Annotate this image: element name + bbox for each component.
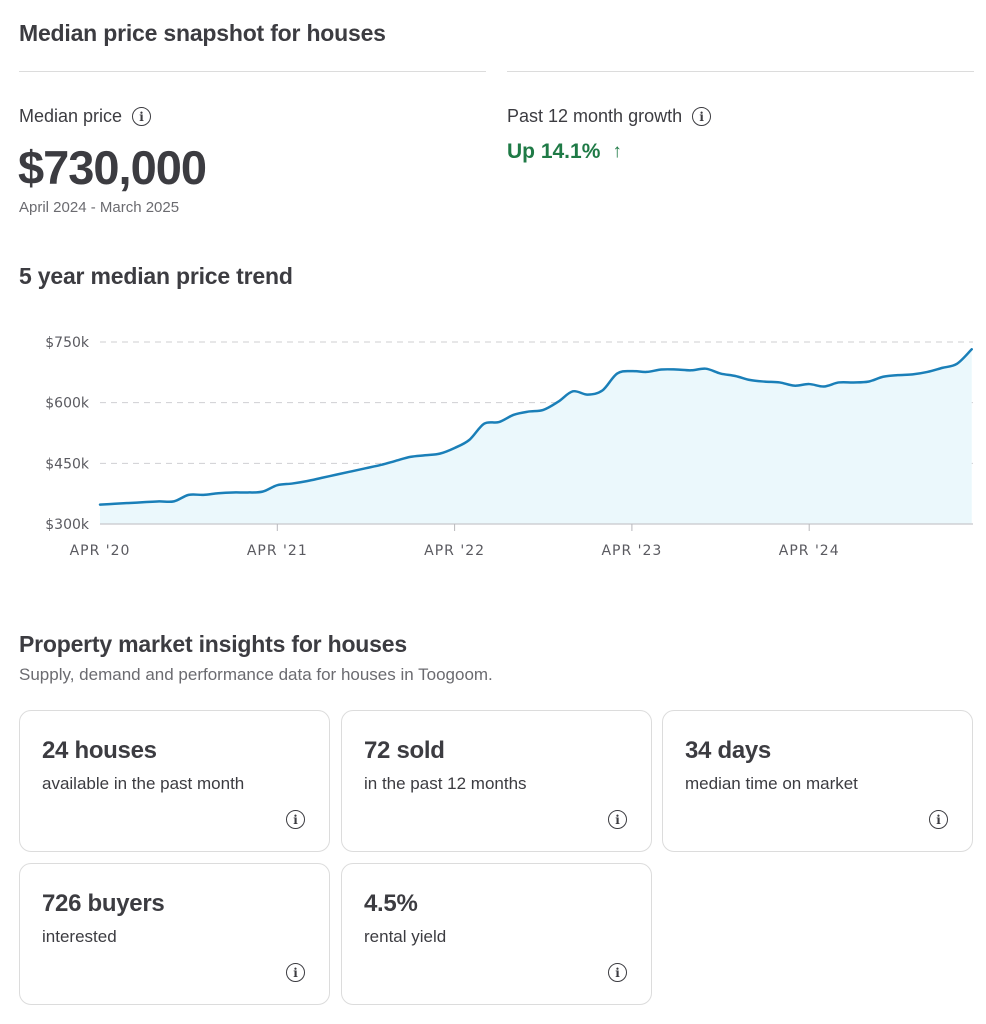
insight-desc: median time on market <box>685 774 858 793</box>
growth-label-row: Past 12 month growth i <box>507 106 712 127</box>
chart-x-tick-label: APR '22 <box>424 543 485 559</box>
chart-x-axis: APR '20 APR '21 APR '22 APR '23 APR '24 <box>70 524 840 559</box>
insight-card-sold: 72 sold in the past 12 months i <box>341 710 652 852</box>
info-icon[interactable]: i <box>929 810 948 829</box>
insights-title: Property market insights for houses <box>19 631 407 657</box>
insight-desc: interested <box>42 927 117 946</box>
median-price-label-row: Median price i <box>19 106 152 127</box>
chart-x-tick-label: APR '21 <box>247 543 308 559</box>
insight-card-buyers: 726 buyers interested i <box>19 863 330 1005</box>
median-price-value: $730,000 <box>18 141 207 194</box>
info-icon[interactable]: i <box>286 810 305 829</box>
median-price-label: Median price <box>19 106 123 126</box>
insight-value: 24 houses <box>42 737 157 764</box>
divider-left <box>19 71 486 72</box>
chart-x-tick-label: APR '24 <box>779 543 840 559</box>
insight-value: 34 days <box>685 737 771 764</box>
growth-value: Up 14.1% <box>507 140 601 163</box>
growth-label: Past 12 month growth <box>507 106 683 126</box>
insight-desc: available in the past month <box>42 774 245 793</box>
growth-value-row: Up 14.1% ↑ <box>507 140 622 164</box>
insight-value: 726 buyers <box>42 890 165 917</box>
insights-subtitle: Supply, demand and performance data for … <box>19 665 493 684</box>
chart-x-tick-label: APR '23 <box>601 543 662 559</box>
chart-y-axis: $750k $600k $450k $300k <box>45 335 90 533</box>
insight-desc: rental yield <box>364 927 447 946</box>
insight-value: 4.5% <box>364 890 418 917</box>
insight-card-yield: 4.5% rental yield i <box>341 863 652 1005</box>
chart-y-tick-label: $300k <box>45 517 90 533</box>
chart-series-line <box>98 348 973 506</box>
trend-title: 5 year median price trend <box>19 263 293 289</box>
info-icon[interactable]: i <box>692 107 712 126</box>
info-icon[interactable]: i <box>286 963 305 982</box>
median-price-period: April 2024 - March 2025 <box>19 199 180 216</box>
info-icon[interactable]: i <box>608 810 627 829</box>
info-icon[interactable]: i <box>132 107 152 126</box>
insight-desc: in the past 12 months <box>364 774 527 793</box>
chart-y-tick-label: $450k <box>45 456 90 472</box>
chart-y-tick-label: $750k <box>45 335 90 351</box>
price-trend-chart[interactable]: $750k$600k$450k$300k APR '20 APR '21 APR '… <box>0 320 986 570</box>
snapshot-title: Median price snapshot for houses <box>19 20 386 46</box>
chart-x-tick-label: APR '20 <box>70 543 131 559</box>
arrow-up-icon: ↑ <box>612 141 622 162</box>
divider-right <box>507 71 974 72</box>
insight-card-available: 24 houses available in the past month i <box>19 710 330 852</box>
insight-value: 72 sold <box>364 737 445 764</box>
insight-card-days: 34 days median time on market i <box>662 710 973 852</box>
chart-area-fill <box>100 349 972 524</box>
info-icon[interactable]: i <box>608 963 627 982</box>
chart-y-tick-label: $600k <box>45 396 90 412</box>
